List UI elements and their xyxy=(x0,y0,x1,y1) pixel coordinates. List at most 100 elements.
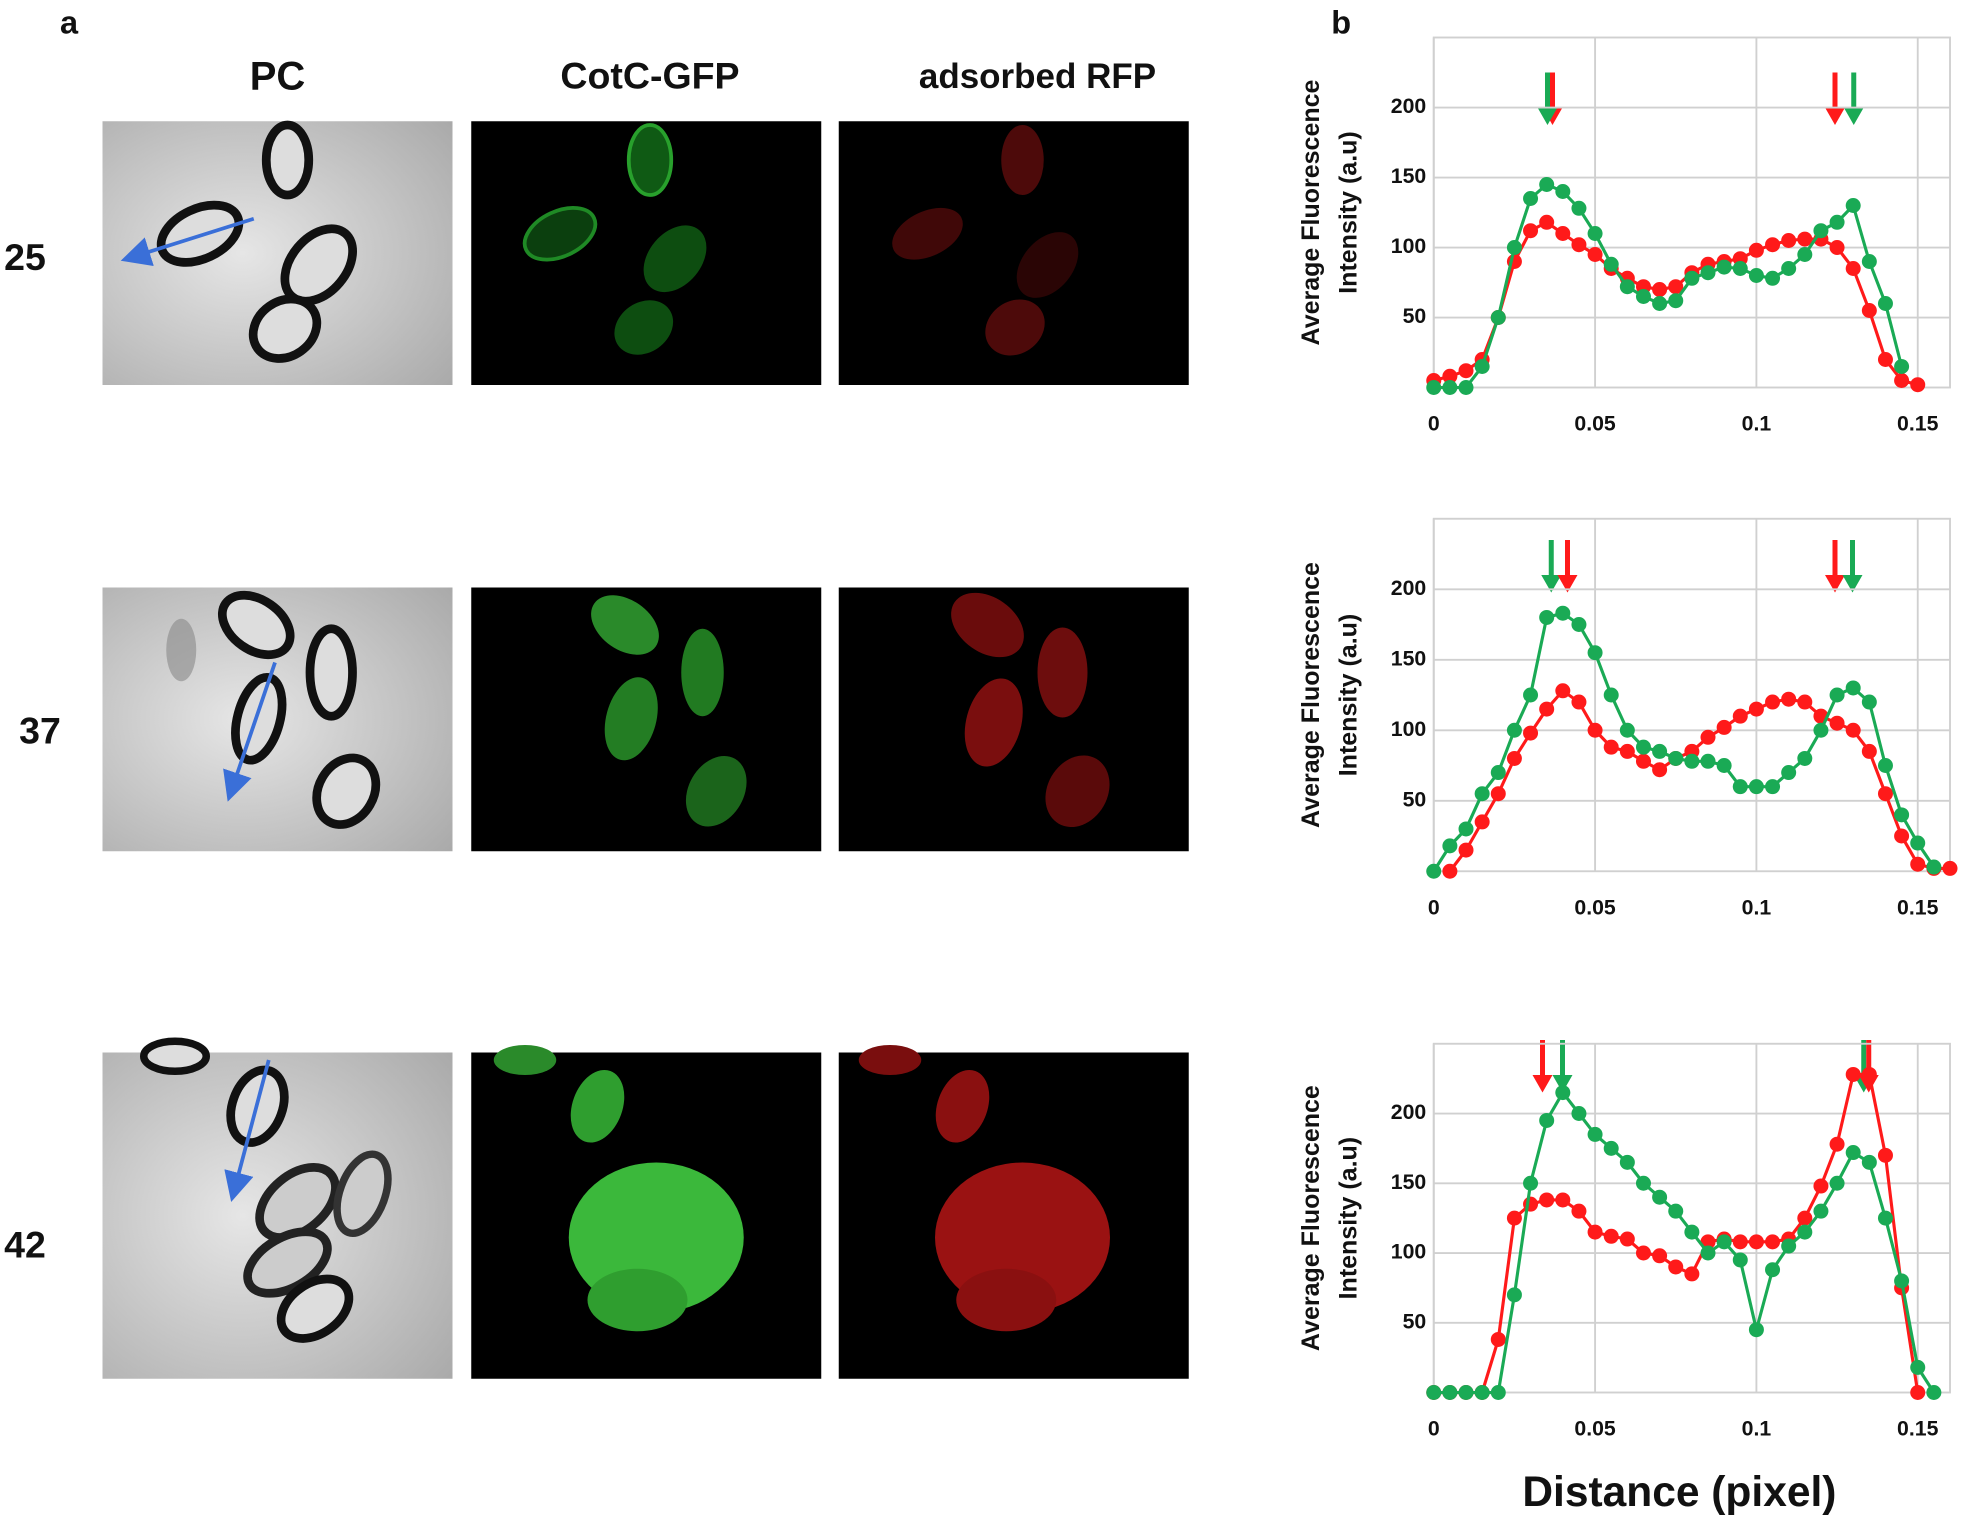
micrograph-gfp xyxy=(471,121,822,386)
data-point xyxy=(1490,1331,1506,1347)
data-point xyxy=(1571,694,1587,710)
data-point xyxy=(1781,765,1797,781)
data-point xyxy=(1555,1192,1571,1208)
y-tick-label: 200 xyxy=(1391,1100,1426,1124)
micrograph-rfp xyxy=(838,587,1189,852)
data-point xyxy=(1829,1136,1845,1152)
data-point xyxy=(1635,289,1651,304)
data-point xyxy=(1894,359,1910,374)
y-tick-label: 50 xyxy=(1403,1309,1427,1333)
row-label: 25 xyxy=(4,236,46,278)
data-point xyxy=(1684,1266,1700,1282)
data-point xyxy=(1539,1192,1555,1208)
data-point xyxy=(1523,191,1539,206)
data-point xyxy=(1845,261,1861,276)
data-point xyxy=(1829,715,1845,731)
data-point xyxy=(1539,177,1555,193)
data-point xyxy=(1910,1359,1926,1375)
x-tick-label: 0 xyxy=(1428,412,1440,436)
y-tick-label: 150 xyxy=(1391,646,1426,670)
data-point xyxy=(1619,1154,1635,1170)
data-point xyxy=(1813,722,1829,738)
data-point xyxy=(1523,223,1539,239)
data-point xyxy=(1894,828,1910,844)
data-point xyxy=(1490,786,1506,802)
micrograph-gfp xyxy=(471,587,822,852)
data-point xyxy=(1861,694,1877,710)
data-point xyxy=(1926,859,1942,875)
data-point xyxy=(1765,779,1781,795)
data-point xyxy=(1684,753,1700,769)
data-point xyxy=(1587,226,1603,241)
data-point xyxy=(1845,1145,1861,1161)
data-point xyxy=(1426,1385,1442,1400)
data-point xyxy=(1668,279,1684,295)
data-point xyxy=(1539,609,1555,625)
data-point xyxy=(1781,233,1797,248)
column-header: CotC-GFP xyxy=(560,55,739,97)
data-point xyxy=(1668,293,1684,309)
data-point xyxy=(1894,1273,1910,1289)
data-point xyxy=(1587,1224,1603,1240)
data-point xyxy=(1571,1106,1587,1121)
data-point xyxy=(1894,807,1910,823)
x-tick-label: 0 xyxy=(1428,1417,1440,1441)
data-point xyxy=(1861,254,1877,269)
x-tick-label: 0 xyxy=(1428,895,1440,919)
data-point xyxy=(1587,722,1603,738)
data-point xyxy=(1652,296,1668,311)
x-tick-label: 0.15 xyxy=(1897,895,1939,919)
data-point xyxy=(1458,842,1474,858)
data-point xyxy=(1571,200,1587,216)
data-point xyxy=(1861,743,1877,759)
data-point xyxy=(1474,814,1490,830)
row-label: 42 xyxy=(4,1223,46,1265)
data-point xyxy=(1506,1210,1522,1226)
data-point xyxy=(1845,1066,1861,1082)
data-point xyxy=(1619,722,1635,738)
data-point xyxy=(1765,1262,1781,1278)
x-tick-label: 0.15 xyxy=(1897,412,1939,436)
data-point xyxy=(1877,1147,1893,1163)
y-axis-label: Intensity (a.u) xyxy=(1335,1137,1363,1300)
data-point xyxy=(1539,701,1555,717)
data-point xyxy=(1587,1126,1603,1142)
data-point xyxy=(1668,1259,1684,1275)
data-point xyxy=(1845,680,1861,696)
data-point xyxy=(1781,261,1797,276)
x-tick-label: 0.1 xyxy=(1742,412,1772,436)
data-point xyxy=(1668,1203,1684,1219)
data-point xyxy=(1732,1234,1748,1250)
data-point xyxy=(1539,214,1555,230)
y-tick-label: 200 xyxy=(1391,576,1426,600)
data-point xyxy=(1894,373,1910,388)
y-axis-label: Intensity (a.u) xyxy=(1335,614,1363,777)
data-point xyxy=(1845,722,1861,738)
data-point xyxy=(1474,1385,1490,1400)
data-point xyxy=(1765,1234,1781,1250)
data-point xyxy=(1716,1234,1732,1250)
data-point xyxy=(1781,691,1797,707)
data-point xyxy=(1877,758,1893,773)
series-line xyxy=(1433,1089,1936,1395)
data-point xyxy=(1523,687,1539,703)
plot-frame xyxy=(1432,36,1951,389)
data-point xyxy=(1700,265,1716,281)
panel-label: a xyxy=(60,5,79,41)
data-point xyxy=(1490,1385,1506,1400)
data-point xyxy=(1442,838,1458,854)
column-header: PC xyxy=(250,54,306,98)
data-point xyxy=(1716,259,1732,275)
data-point xyxy=(1748,268,1764,283)
data-point xyxy=(1506,1287,1522,1303)
y-tick-label: 100 xyxy=(1391,717,1426,741)
data-point xyxy=(1474,786,1490,802)
data-point xyxy=(1490,765,1506,781)
y-axis-label: Average Fluorescence xyxy=(1297,79,1325,345)
y-axis-label: Intensity (a.u) xyxy=(1335,131,1363,294)
data-point xyxy=(1571,237,1587,253)
data-point xyxy=(1442,380,1458,395)
peak-arrows xyxy=(1532,72,1879,1093)
data-point xyxy=(1716,758,1732,773)
data-point xyxy=(1748,779,1764,795)
